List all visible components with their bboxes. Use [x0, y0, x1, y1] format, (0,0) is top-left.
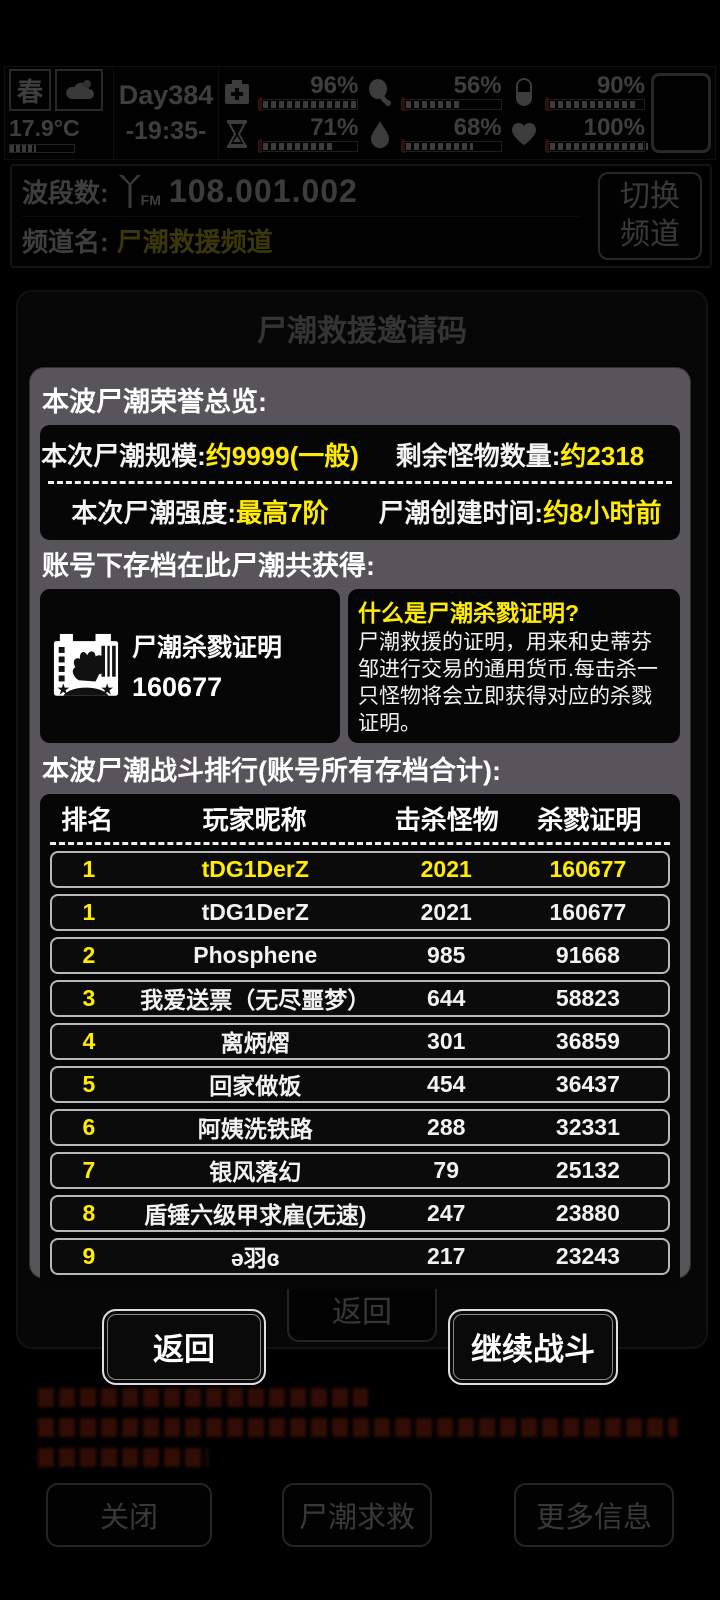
- cell-kills: 79: [433, 1156, 460, 1183]
- kill-certificate-icon: ★ ★: [48, 628, 124, 704]
- scale-value: 约9999(一般): [205, 440, 359, 471]
- dashed-divider: [48, 481, 672, 484]
- certificate-info-box: 什么是尸潮杀戮证明? 尸潮救援的证明，用来和史蒂芬邹进行交易的通用货币.每击杀一…: [348, 589, 680, 743]
- cell-proof: 32331: [555, 1113, 620, 1140]
- table-header: 排名 玩家昵称 击杀怪物 杀戮证明: [50, 798, 670, 840]
- cell-kills: 2021: [420, 855, 472, 882]
- scale-label: 本次尸潮规模:: [41, 440, 206, 471]
- table-row: 3 我爱送票（无尽噩梦） 644 58823: [50, 979, 670, 1017]
- cell-name: tDG1DerZ: [201, 898, 309, 925]
- dashed-divider: [50, 841, 670, 845]
- certificate-name: 尸潮杀戮证明: [132, 634, 283, 663]
- cell-name: 盾锤六级甲求雇(无速): [144, 1202, 367, 1228]
- cell-kills: 985: [427, 941, 466, 968]
- certificate-description: 尸潮救援的证明，用来和史蒂芬邹进行交易的通用货币.每击杀一只怪物将会立即获得对应…: [358, 631, 658, 735]
- cell-proof: 160677: [549, 898, 627, 925]
- table-row: 2 Phosphene 985 91668: [50, 936, 670, 974]
- cell-name: ə羽ɞ: [230, 1245, 280, 1271]
- cell-rank: 2: [82, 941, 96, 968]
- header-kills: 击杀怪物: [394, 805, 499, 835]
- certificate-question: 什么是尸潮杀戮证明?: [358, 600, 580, 626]
- header-proof: 杀戮证明: [537, 805, 642, 835]
- cell-name: Phosphene: [193, 941, 318, 968]
- table-row: 9 ə羽ɞ 217 23243: [50, 1237, 670, 1275]
- created-label: 尸潮创建时间:: [378, 497, 544, 528]
- cell-name: 回家做饭: [209, 1073, 302, 1099]
- honor-overview-modal: 本波尸潮荣誉总览: 本次尸潮规模:约9999(一般) 剩余怪物数量:约2318 …: [30, 368, 690, 1385]
- header-name: 玩家昵称: [202, 805, 307, 835]
- cell-kills: 454: [427, 1070, 466, 1097]
- continue-battle-button[interactable]: 继续战斗: [448, 1308, 618, 1385]
- cell-proof: 36859: [555, 1027, 620, 1054]
- cell-proof: 91668: [555, 941, 620, 968]
- cell-proof: 25132: [555, 1156, 620, 1183]
- cell-rank: 1: [82, 855, 96, 882]
- cell-proof: 23243: [555, 1242, 620, 1269]
- certificate-amount: 160677: [132, 672, 223, 703]
- header-rank: 排名: [61, 805, 114, 835]
- table-row: 4 离炳熠 301 36859: [50, 1022, 670, 1060]
- cell-proof: 23880: [555, 1199, 620, 1226]
- remaining-value: 约2318: [560, 440, 645, 471]
- wave-stats-box: 本次尸潮规模:约9999(一般) 剩余怪物数量:约2318 本次尸潮强度:最高7…: [40, 425, 680, 540]
- table-row: 7 银风落幻 79 25132: [50, 1151, 670, 1189]
- cell-rank: 1: [82, 898, 96, 925]
- cell-name: 我爱送票（无尽噩梦）: [140, 987, 371, 1013]
- cell-rank: 4: [82, 1027, 96, 1054]
- cell-name: tDG1DerZ: [201, 855, 309, 882]
- cell-proof: 36437: [555, 1070, 620, 1097]
- created-value: 约8小时前: [543, 497, 662, 528]
- cell-kills: 247: [427, 1199, 466, 1226]
- ranking-table: 排名 玩家昵称 击杀怪物 杀戮证明 1 tDG1DerZ 2021 160677 1 tD…: [40, 793, 680, 1289]
- cell-kills: 217: [427, 1242, 466, 1269]
- cell-rank: 5: [82, 1070, 96, 1097]
- cell-proof: 160677: [549, 855, 627, 882]
- cell-rank: 3: [82, 984, 96, 1011]
- cell-name: 离炳熠: [220, 1030, 290, 1056]
- table-row: 8 盾锤六级甲求雇(无速) 247 23880: [50, 1194, 670, 1232]
- cell-rank: 6: [82, 1113, 96, 1140]
- certificate-box: ★ ★ 尸潮杀戮证明 160677: [40, 589, 340, 743]
- cell-name: 阿姨洗铁路: [197, 1116, 313, 1142]
- cell-kills: 301: [427, 1027, 466, 1054]
- cell-kills: 644: [427, 984, 466, 1011]
- table-row: 1 tDG1DerZ 2021 160677: [50, 893, 670, 931]
- ranking-title: 本波尸潮战斗排行(账号所有存档合计):: [42, 755, 501, 786]
- strength-value: 最高7阶: [236, 497, 329, 528]
- table-rows: 1 tDG1DerZ 2021 160677 1 tDG1DerZ 2021 160677 2 P…: [50, 850, 670, 1275]
- modal-back-button[interactable]: 返回: [102, 1308, 266, 1385]
- table-row: 1 tDG1DerZ 2021 160677: [50, 850, 670, 888]
- cell-kills: 288: [427, 1113, 466, 1140]
- honor-title: 本波尸潮荣誉总览:: [42, 387, 267, 417]
- table-row: 6 阿姨洗铁路 288 32331: [50, 1108, 670, 1146]
- strength-label: 本次尸潮强度:: [71, 497, 237, 528]
- cell-rank: 8: [82, 1199, 96, 1226]
- svg-text:★: ★: [56, 681, 70, 698]
- cell-name: 银风落幻: [209, 1159, 302, 1185]
- svg-text:★: ★: [100, 681, 114, 698]
- cell-proof: 58823: [555, 984, 620, 1011]
- cell-rank: 7: [82, 1156, 96, 1183]
- remaining-label: 剩余怪物数量:: [395, 440, 561, 471]
- table-row: 5 回家做饭 454 36437: [50, 1065, 670, 1103]
- cell-rank: 9: [82, 1242, 96, 1269]
- cell-kills: 2021: [420, 898, 472, 925]
- account-title: 账号下存档在此尸潮共获得:: [42, 551, 375, 581]
